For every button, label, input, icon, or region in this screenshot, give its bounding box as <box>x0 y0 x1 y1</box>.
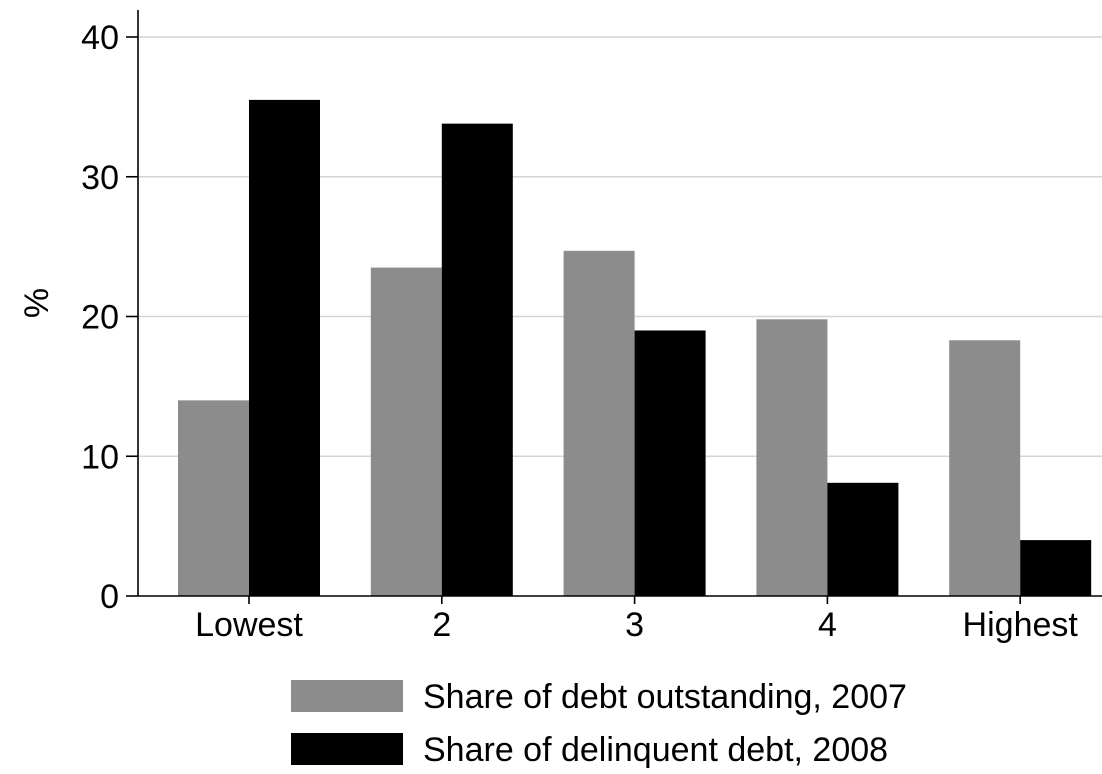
bar-share-of-delinquent-debt-2008-3 <box>634 330 706 596</box>
x-tick-label-lowest: Lowest <box>195 606 303 644</box>
x-tick-label-highest: Highest <box>963 606 1079 644</box>
y-tick-label-40: 40 <box>81 19 119 57</box>
bar-share-of-debt-outstanding-2007-4 <box>756 319 828 596</box>
bar-share-of-delinquent-debt-2008-lowest <box>249 99 320 596</box>
bar-share-of-delinquent-debt-2008-highest <box>1020 540 1092 596</box>
y-tick-label-20: 20 <box>81 299 119 337</box>
x-axis-ticks: Lowest 2 3 4 Highest <box>195 596 1078 644</box>
bar-share-of-delinquent-debt-2008-4 <box>827 482 899 596</box>
legend-label-share-of-debt-outstanding-2007: Share of debt outstanding, 2007 <box>423 678 907 716</box>
bar-share-of-debt-outstanding-2007-3 <box>563 250 635 596</box>
legend: Share of debt outstanding, 2007 Share of … <box>291 678 907 769</box>
x-tick-label-4: 4 <box>818 606 837 644</box>
legend-swatch-share-of-debt-outstanding-2007 <box>291 680 403 712</box>
y-axis-ticks: 0 10 20 30 40 <box>81 19 138 616</box>
bar-share-of-debt-outstanding-2007-lowest <box>178 400 249 596</box>
x-tick-label-2: 2 <box>432 606 451 644</box>
x-tick-label-3: 3 <box>625 606 644 644</box>
y-tick-label-10: 10 <box>81 438 119 476</box>
bar-share-of-debt-outstanding-2007-highest <box>949 340 1021 596</box>
legend-label-share-of-delinquent-debt-2008: Share of delinquent debt, 2008 <box>423 731 888 769</box>
bar-share-of-debt-outstanding-2007-2 <box>370 267 442 596</box>
y-axis-label: % <box>18 288 56 318</box>
bar-share-of-delinquent-debt-2008-2 <box>441 123 513 597</box>
y-tick-label-0: 0 <box>100 578 119 616</box>
bars <box>178 99 1092 597</box>
y-tick-label-30: 30 <box>81 159 119 197</box>
legend-swatch-share-of-delinquent-debt-2008 <box>291 733 403 765</box>
